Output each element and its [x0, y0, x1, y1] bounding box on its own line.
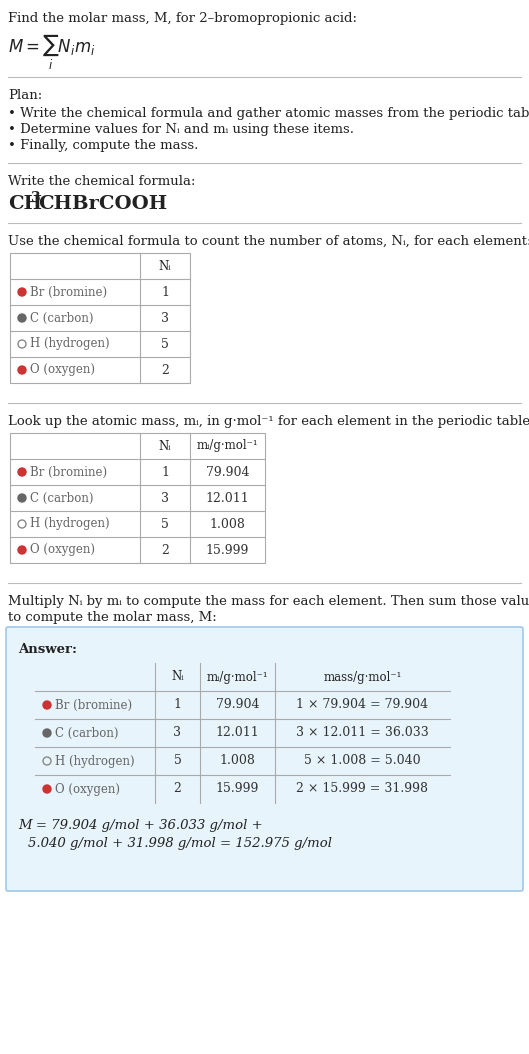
Circle shape: [18, 468, 26, 476]
Text: 2: 2: [174, 782, 181, 796]
Text: 1: 1: [161, 466, 169, 479]
Text: M = 79.904 g/mol + 36.033 g/mol +: M = 79.904 g/mol + 36.033 g/mol +: [18, 819, 263, 832]
Text: Multiply Nᵢ by mᵢ to compute the mass for each element. Then sum those values: Multiply Nᵢ by mᵢ to compute the mass fo…: [8, 596, 529, 608]
Bar: [35, 663, 450, 803]
Text: Plan:: Plan:: [8, 89, 42, 102]
Text: O (oxygen): O (oxygen): [30, 364, 95, 376]
Text: Nᵢ: Nᵢ: [159, 440, 171, 452]
Text: Find the molar mass, M, for 2–bromopropionic acid:: Find the molar mass, M, for 2–bromopropi…: [8, 12, 357, 25]
Text: 1 × 79.904 = 79.904: 1 × 79.904 = 79.904: [296, 699, 428, 711]
Text: 79.904: 79.904: [216, 699, 259, 711]
Text: Nᵢ: Nᵢ: [171, 670, 184, 683]
Text: 3 × 12.011 = 36.033: 3 × 12.011 = 36.033: [296, 726, 429, 740]
Circle shape: [43, 701, 51, 709]
Text: • Write the chemical formula and gather atomic masses from the periodic table.: • Write the chemical formula and gather …: [8, 108, 529, 120]
Circle shape: [18, 366, 26, 374]
Text: 2: 2: [161, 364, 169, 376]
Text: mass/g·mol⁻¹: mass/g·mol⁻¹: [323, 670, 402, 683]
Text: C (carbon): C (carbon): [30, 491, 94, 505]
Text: 15.999: 15.999: [216, 782, 259, 796]
Text: O (oxygen): O (oxygen): [55, 782, 120, 796]
Text: Nᵢ: Nᵢ: [159, 259, 171, 273]
FancyBboxPatch shape: [6, 627, 523, 891]
Text: to compute the molar mass, M:: to compute the molar mass, M:: [8, 611, 217, 624]
Text: 15.999: 15.999: [206, 544, 249, 557]
Text: C (carbon): C (carbon): [30, 312, 94, 325]
Text: Answer:: Answer:: [18, 643, 77, 656]
Text: 1: 1: [161, 286, 169, 298]
Text: • Determine values for Nᵢ and mᵢ using these items.: • Determine values for Nᵢ and mᵢ using t…: [8, 123, 354, 136]
Circle shape: [18, 546, 26, 554]
Text: 2 × 15.999 = 31.998: 2 × 15.999 = 31.998: [296, 782, 428, 796]
Text: 3: 3: [30, 191, 40, 204]
Text: mᵢ/g·mol⁻¹: mᵢ/g·mol⁻¹: [197, 440, 258, 452]
Circle shape: [18, 314, 26, 323]
Text: Br (bromine): Br (bromine): [55, 699, 132, 711]
Text: O (oxygen): O (oxygen): [30, 544, 95, 557]
Text: 79.904: 79.904: [206, 466, 249, 479]
Circle shape: [43, 785, 51, 793]
Text: CH: CH: [8, 195, 42, 213]
Text: 12.011: 12.011: [206, 491, 249, 505]
Bar: [10, 433, 265, 563]
Bar: [10, 253, 190, 383]
Text: 3: 3: [174, 726, 181, 740]
Text: 3: 3: [161, 312, 169, 325]
Text: 2: 2: [161, 544, 169, 557]
Text: mᵢ/g·mol⁻¹: mᵢ/g·mol⁻¹: [207, 670, 268, 683]
Text: 5: 5: [161, 337, 169, 351]
Text: H (hydrogen): H (hydrogen): [55, 755, 134, 767]
Text: $M = \sum_{i} N_i m_i$: $M = \sum_{i} N_i m_i$: [8, 32, 95, 72]
Text: Br (bromine): Br (bromine): [30, 286, 107, 298]
Text: 12.011: 12.011: [216, 726, 259, 740]
Text: Write the chemical formula:: Write the chemical formula:: [8, 175, 196, 188]
Text: 5: 5: [161, 518, 169, 530]
Text: 1.008: 1.008: [209, 518, 245, 530]
Text: 3: 3: [161, 491, 169, 505]
Text: Br (bromine): Br (bromine): [30, 466, 107, 479]
Text: 1: 1: [174, 699, 181, 711]
Text: Look up the atomic mass, mᵢ, in g·mol⁻¹ for each element in the periodic table:: Look up the atomic mass, mᵢ, in g·mol⁻¹ …: [8, 415, 529, 428]
Text: Use the chemical formula to count the number of atoms, Nᵢ, for each element:: Use the chemical formula to count the nu…: [8, 235, 529, 248]
Text: 5: 5: [174, 755, 181, 767]
Text: 5 × 1.008 = 5.040: 5 × 1.008 = 5.040: [304, 755, 421, 767]
Text: C (carbon): C (carbon): [55, 726, 118, 740]
Circle shape: [18, 494, 26, 502]
Circle shape: [18, 288, 26, 296]
Circle shape: [43, 729, 51, 737]
Text: H (hydrogen): H (hydrogen): [30, 337, 110, 351]
Text: 5.040 g/mol + 31.998 g/mol = 152.975 g/mol: 5.040 g/mol + 31.998 g/mol = 152.975 g/m…: [28, 837, 332, 850]
Text: CHBrCOOH: CHBrCOOH: [38, 195, 167, 213]
Text: • Finally, compute the mass.: • Finally, compute the mass.: [8, 139, 198, 152]
Text: H (hydrogen): H (hydrogen): [30, 518, 110, 530]
Text: 1.008: 1.008: [220, 755, 256, 767]
